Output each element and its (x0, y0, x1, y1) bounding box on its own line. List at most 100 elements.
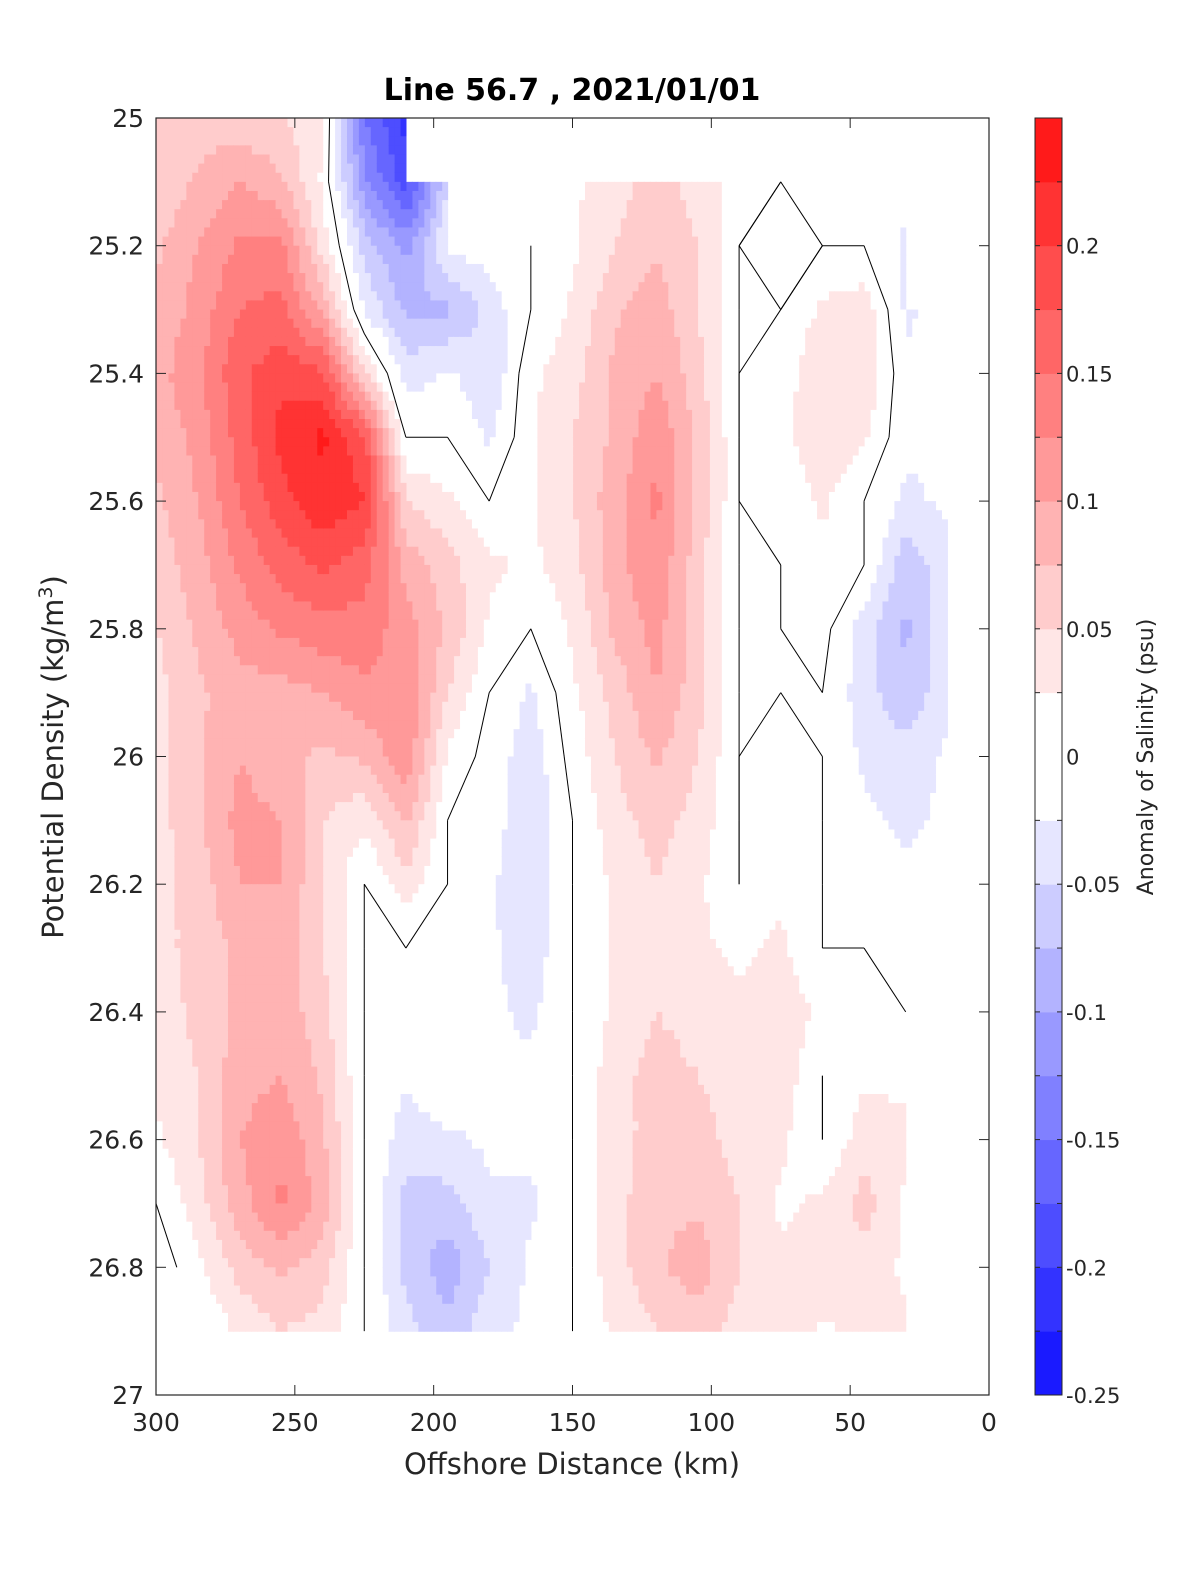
field-cell (298, 254, 306, 265)
field-cell (804, 291, 812, 302)
field-cell (917, 546, 925, 557)
field-cell (257, 172, 264, 183)
field-cell (167, 127, 175, 137)
field-cell (649, 254, 657, 265)
field-cell (334, 409, 342, 420)
field-cell (269, 327, 276, 338)
field-cell (899, 273, 907, 283)
field-cell (405, 409, 413, 420)
field-cell (756, 419, 764, 429)
field-cell (173, 190, 181, 201)
field-cell (840, 218, 847, 229)
field-cell (649, 218, 657, 229)
field-cell (513, 327, 520, 338)
field-cell (161, 382, 169, 393)
field-cell (739, 327, 746, 338)
field-cell (929, 501, 937, 511)
field-cell (310, 327, 318, 338)
field-cell (298, 300, 306, 311)
field-cell (697, 537, 704, 548)
field-cell (727, 254, 734, 265)
field-cell (852, 546, 859, 557)
field-cell (376, 282, 383, 292)
field-cell (596, 428, 603, 438)
field-cell (727, 491, 734, 502)
field-cell (626, 254, 633, 265)
field-cell (727, 391, 734, 402)
field-cell (667, 318, 675, 329)
field-cell (608, 200, 615, 210)
field-cell (304, 127, 312, 137)
field-cell (661, 282, 669, 292)
field-cell (673, 190, 681, 201)
field-cell (548, 473, 556, 484)
field-cell (405, 273, 413, 283)
field-cell (197, 163, 205, 174)
field-cell (887, 373, 895, 384)
field-cell (483, 428, 490, 438)
field-cell (358, 118, 365, 128)
field-cell (257, 154, 264, 165)
field-cell (263, 336, 270, 347)
field-cell (739, 464, 746, 475)
field-cell (840, 327, 847, 338)
field-cell (399, 300, 407, 311)
field-cell (739, 546, 746, 557)
field-cell (715, 400, 722, 411)
field-cell (465, 355, 472, 365)
field-cell (614, 446, 621, 457)
field-cell (572, 318, 580, 329)
field-cell (572, 282, 580, 292)
field-cell (483, 273, 490, 283)
field-cell (394, 190, 401, 201)
field-cell (715, 428, 722, 438)
field-cell (739, 273, 746, 283)
field-cell (489, 473, 496, 484)
field-cell (316, 355, 324, 365)
field-cell (733, 537, 740, 548)
field-cell (768, 273, 776, 283)
field-cell (239, 419, 246, 429)
field-cell (435, 300, 443, 311)
field-cell (167, 318, 175, 329)
field-cell (524, 419, 532, 429)
field-cell (620, 263, 627, 274)
field-cell (489, 409, 496, 420)
field-cell (251, 382, 258, 393)
field-cell (328, 373, 336, 384)
field-cell (298, 118, 306, 128)
field-cell (828, 373, 835, 384)
field-cell (667, 346, 675, 356)
field-cell (340, 172, 347, 183)
field-cell (572, 346, 580, 356)
field-cell (322, 172, 330, 183)
field-cell (560, 437, 568, 447)
field-cell (620, 291, 627, 302)
field-cell (328, 327, 336, 338)
field-cell (917, 464, 925, 475)
field-cell (251, 200, 258, 210)
field-cell (346, 355, 353, 365)
field-cell (834, 537, 841, 548)
field-cell (566, 346, 574, 356)
field-cell (596, 400, 603, 411)
field-cell (602, 263, 609, 274)
field-cell (679, 236, 687, 247)
field-cell (477, 464, 484, 475)
field-cell (441, 245, 449, 256)
field-cell (804, 446, 812, 457)
field-cell (858, 181, 865, 192)
field-cell (858, 254, 865, 265)
field-cell (245, 181, 252, 192)
field-cell (239, 473, 246, 484)
field-cell (263, 482, 270, 493)
field-cell (691, 254, 699, 265)
field-cell (370, 482, 377, 493)
field-cell (661, 464, 669, 475)
field-cell (792, 437, 800, 447)
field-cell (269, 282, 276, 292)
field-cell (643, 491, 651, 502)
field-cell (911, 546, 919, 557)
field-cell (275, 181, 282, 192)
field-cell (685, 455, 693, 466)
